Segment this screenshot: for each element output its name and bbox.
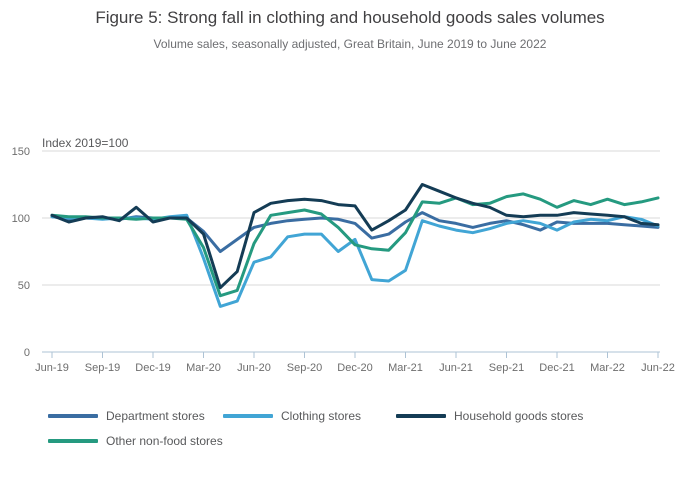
x-tick-label-Jun-21: Jun-21	[439, 362, 473, 374]
x-tick-label-Jun-19: Jun-19	[35, 362, 69, 374]
x-tick-label-Mar-20: Mar-20	[186, 362, 221, 374]
legend-swatch-other-non-food-stores	[48, 439, 98, 443]
x-tick-label-Sep-19: Sep-19	[85, 362, 120, 374]
x-tick-label-Dec-21: Dec-21	[539, 362, 574, 374]
legend-item-household-goods-stores[interactable]: Household goods stores	[396, 409, 583, 423]
legend-item-department-stores[interactable]: Department stores	[48, 409, 205, 423]
legend-label-clothing-stores: Clothing stores	[281, 409, 362, 423]
x-tick-label-Jun-20: Jun-20	[237, 362, 271, 374]
legend-item-clothing-stores[interactable]: Clothing stores	[223, 409, 361, 423]
legend-swatch-department-stores	[48, 414, 98, 418]
legend-item-other-non-food-stores[interactable]: Other non-food stores	[48, 434, 223, 448]
series-line-household-goods-stores	[50, 183, 660, 290]
figure-title: Figure 5: Strong fall in clothing and ho…	[95, 8, 605, 27]
legend-swatch-household-goods-stores	[396, 414, 446, 418]
y-tick-label-150: 150	[12, 146, 30, 158]
series-line-clothing-stores	[50, 213, 660, 308]
figure-subtitle: Volume sales, seasonally adjusted, Great…	[153, 37, 547, 51]
y-tick-label-50: 50	[18, 280, 30, 292]
legend-label-other-non-food-stores: Other non-food stores	[106, 434, 223, 448]
x-tick-label-Sep-21: Sep-21	[489, 362, 524, 374]
x-tick-label-Jun-22: Jun-22	[641, 362, 675, 374]
x-tick-label-Sep-20: Sep-20	[287, 362, 322, 374]
y-tick-label-100: 100	[12, 213, 30, 225]
x-tick-label-Mar-22: Mar-22	[590, 362, 625, 374]
y-tick-label-0: 0	[24, 347, 30, 359]
legend-label-department-stores: Department stores	[106, 409, 205, 423]
y-axis-label: Index 2019=100	[42, 136, 129, 150]
x-tick-label-Dec-20: Dec-20	[337, 362, 372, 374]
x-tick-label-Mar-21: Mar-21	[388, 362, 423, 374]
legend-label-household-goods-stores: Household goods stores	[454, 409, 584, 423]
legend-swatch-clothing-stores	[223, 414, 273, 418]
series-line-other-non-food-stores	[50, 192, 660, 298]
x-tick-label-Dec-19: Dec-19	[135, 362, 170, 374]
